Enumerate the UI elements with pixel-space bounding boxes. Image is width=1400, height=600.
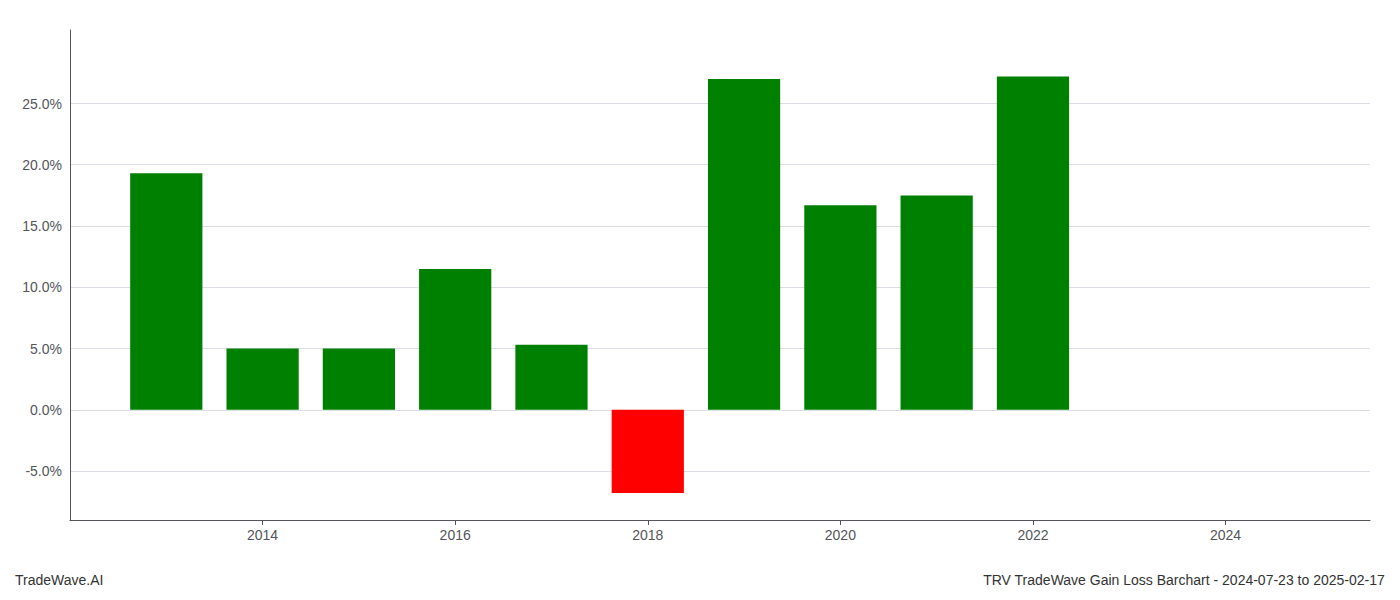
svg-text:-5.0%: -5.0% [25, 463, 62, 479]
svg-text:2014: 2014 [247, 527, 278, 543]
svg-text:20.0%: 20.0% [22, 157, 62, 173]
svg-text:2022: 2022 [1017, 527, 1048, 543]
svg-text:TRV TradeWave Gain Loss Barcha: TRV TradeWave Gain Loss Barchart - 2024-… [983, 572, 1385, 588]
svg-text:2024: 2024 [1210, 527, 1241, 543]
svg-text:5.0%: 5.0% [30, 341, 62, 357]
svg-text:15.0%: 15.0% [22, 218, 62, 234]
svg-text:2016: 2016 [440, 527, 471, 543]
svg-text:TradeWave.AI: TradeWave.AI [15, 572, 103, 588]
svg-text:0.0%: 0.0% [30, 402, 62, 418]
svg-text:2020: 2020 [825, 527, 856, 543]
svg-text:2018: 2018 [632, 527, 663, 543]
svg-text:10.0%: 10.0% [22, 279, 62, 295]
svg-text:25.0%: 25.0% [22, 96, 62, 112]
